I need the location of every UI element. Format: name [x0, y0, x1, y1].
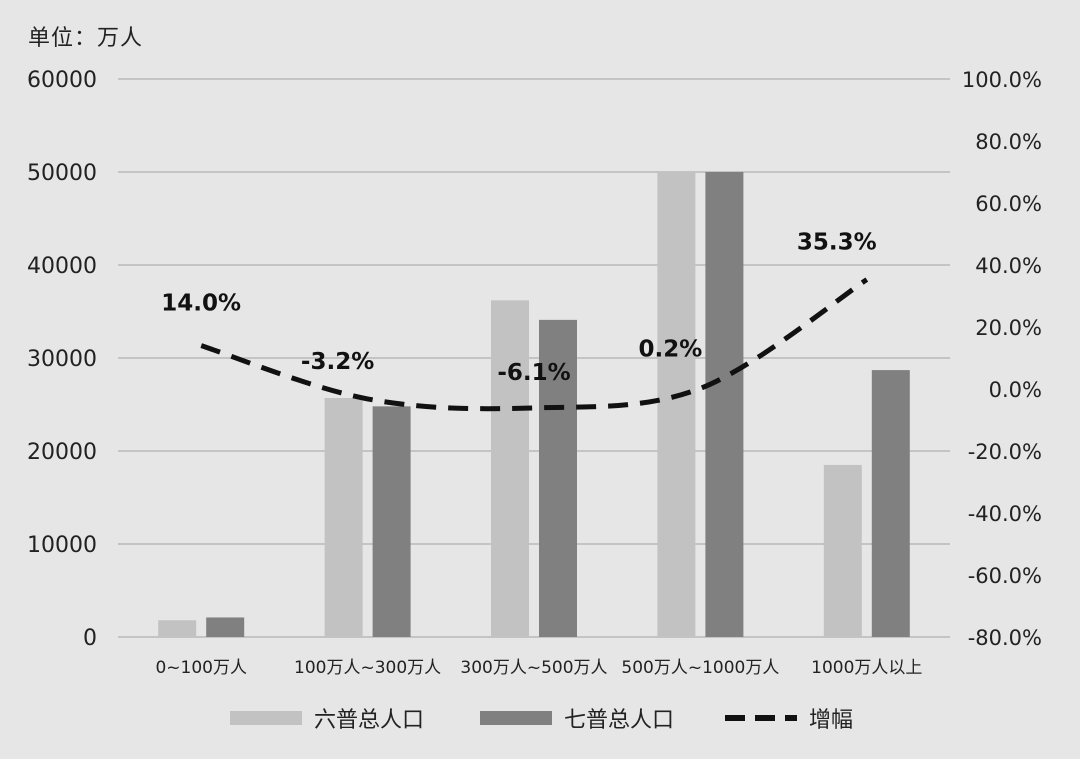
y-left-tick-label: 0 — [83, 626, 97, 651]
growth-line — [200, 277, 869, 412]
bar-seven-census — [871, 370, 910, 637]
growth-data-label: -6.1% — [497, 360, 570, 386]
x-tick-label: 100万人~300万人 — [294, 658, 441, 678]
legend-swatch-six — [230, 711, 302, 725]
y-right-tick-label: 0.0% — [989, 378, 1042, 402]
growth-data-label: -3.2% — [301, 349, 374, 375]
legend-swatch-seven — [480, 711, 552, 725]
bar-six-census — [324, 397, 363, 637]
y-right-tick-label: 40.0% — [975, 254, 1042, 278]
legend-item-growth: 增幅 — [725, 700, 853, 736]
growth-data-label: 0.2% — [639, 336, 703, 362]
x-tick-label: 0~100万人 — [155, 658, 247, 678]
y-right-tick-label: -20.0% — [968, 440, 1042, 464]
bar-seven-census — [206, 617, 245, 637]
legend-label-seven: 七普总人口 — [564, 708, 675, 733]
bar-six-census — [823, 464, 862, 637]
legend-item-seven: 七普总人口 — [480, 700, 674, 736]
legend: 六普总人口 七普总人口 增幅 — [0, 700, 1080, 736]
x-tick-label: 1000万人以上 — [811, 658, 922, 678]
growth-data-label: 14.0% — [161, 291, 241, 317]
y-right-tick-label: 20.0% — [975, 316, 1042, 340]
unit-label: 单位：万人 — [28, 26, 144, 51]
y-right-tick-label: -40.0% — [968, 502, 1042, 526]
y-right-tick-label: 60.0% — [975, 192, 1042, 216]
y-right-tick-label: -60.0% — [968, 564, 1042, 588]
y-left-tick-label: 30000 — [27, 347, 97, 372]
legend-dash-growth — [725, 715, 797, 721]
bar-seven-census — [705, 172, 744, 637]
bar-six-census — [657, 172, 696, 637]
y-right-tick-label: 80.0% — [975, 130, 1042, 154]
chart: 0 10000 20000 30000 40000 50000 60000 -80.0% -60… — [27, 68, 1042, 678]
legend-label-six: 六普总人口 — [314, 708, 425, 733]
y-left-tick-label: 60000 — [27, 68, 97, 93]
y-right-tick-label: -80.0% — [968, 626, 1042, 650]
legend-item-six: 六普总人口 — [230, 700, 424, 736]
x-tick-label: 300万人~500万人 — [460, 658, 607, 678]
bar-six-census — [491, 300, 529, 637]
y-left-tick-label: 40000 — [27, 254, 97, 279]
legend-label-growth: 增幅 — [809, 708, 854, 733]
bar-seven-census — [539, 319, 577, 637]
y-left-tick-label: 10000 — [27, 533, 97, 558]
y-left-tick-label: 50000 — [27, 161, 97, 186]
growth-data-label: 35.3% — [797, 230, 877, 256]
y-left-tick-label: 20000 — [27, 440, 97, 465]
y-right-tick-label: 100.0% — [962, 68, 1042, 92]
x-tick-label: 500万人~1000万人 — [621, 658, 779, 678]
bar-seven-census — [372, 406, 411, 637]
bar-six-census — [158, 620, 197, 637]
